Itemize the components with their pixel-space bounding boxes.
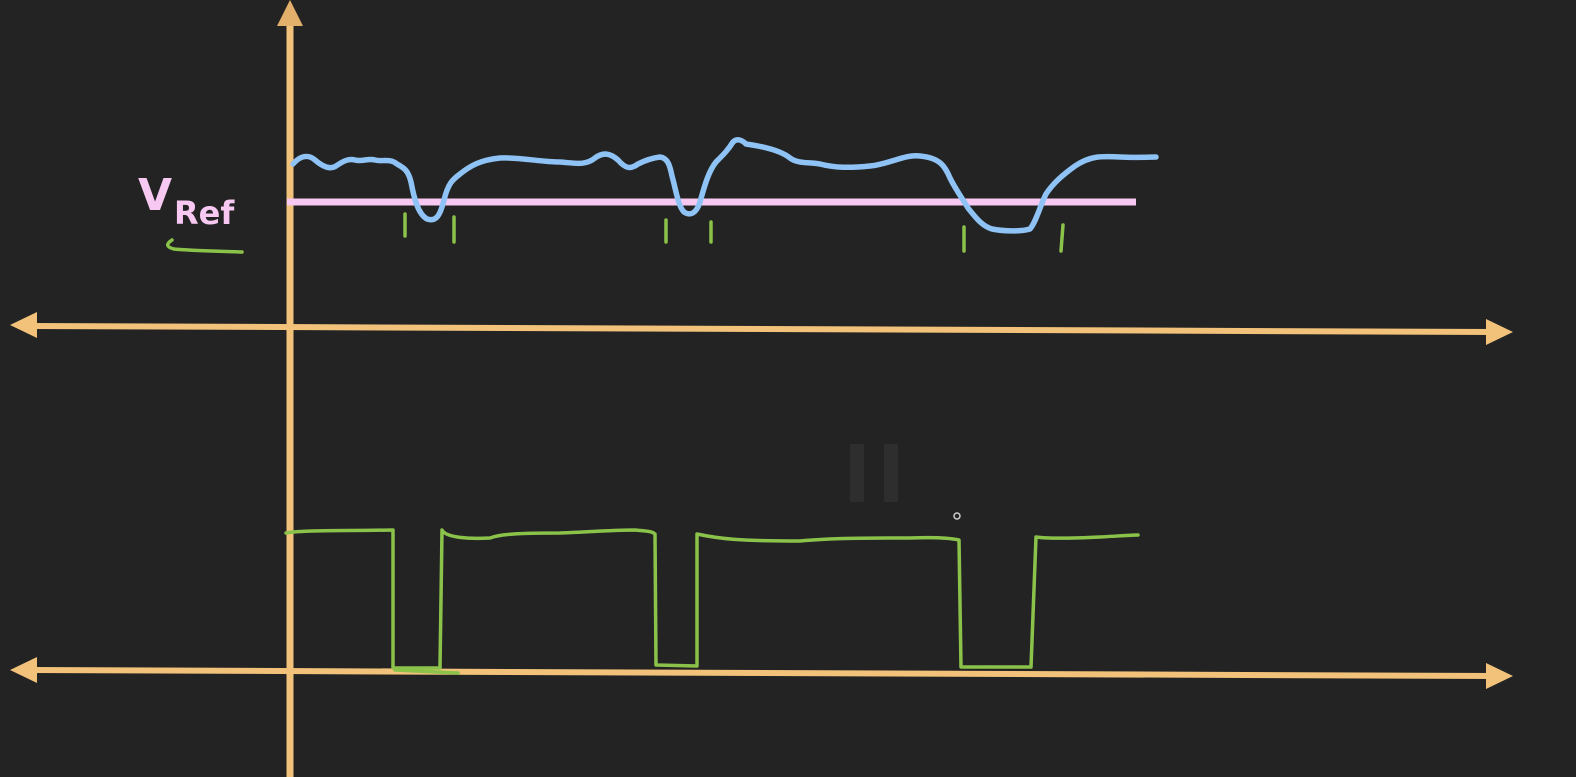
vref-underline [166,238,244,254]
vertical-axis-arrowhead [277,0,303,26]
cursor-dot [953,512,961,520]
bottom-axis-left-arrowhead [10,657,37,683]
bottom-axis-right-arrowhead [1486,663,1513,689]
vref-label-subscript: Ref [174,194,235,232]
vref-label-v: V [138,170,172,221]
crossing-marks [403,212,1065,253]
vertical-axis [277,0,303,777]
vref-label: V Ref [138,170,244,254]
bottom-horizontal-axis [10,657,1513,689]
output-baseline-underline [393,668,460,675]
input-signal-waveform [290,137,1159,234]
top-horizontal-axis [10,312,1513,345]
top-axis-left-arrowhead [10,312,37,338]
pause-icon[interactable] [850,444,898,502]
output-square-wave [284,528,1140,670]
crossing-mark [1059,223,1065,253]
top-axis-right-arrowhead [1486,319,1513,345]
